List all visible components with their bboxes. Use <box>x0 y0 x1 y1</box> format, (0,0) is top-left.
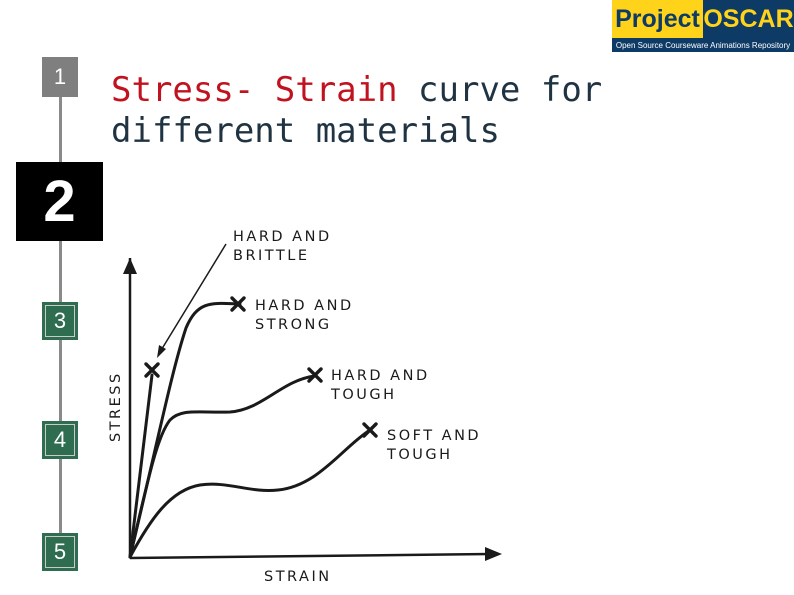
step-4-label: 4 <box>45 424 75 456</box>
curve-hard-tough <box>128 374 317 559</box>
step-1-label: 1 <box>53 64 67 89</box>
label-hard-tough-line2: TOUGH <box>330 387 397 403</box>
step-1-button[interactable]: 1 <box>42 57 78 97</box>
logo-word-oscar: OSCAR <box>703 0 794 38</box>
label-soft-tough-line2: TOUGH <box>386 447 453 463</box>
brittle-pointer-arrowhead <box>157 345 166 358</box>
step-2-button-active[interactable]: 2 <box>16 162 103 241</box>
project-oscar-logo[interactable]: Project OSCAR Open Source Courseware Ani… <box>612 0 794 52</box>
label-hard-brittle-line2: BRITTLE <box>233 248 310 264</box>
step-4-button[interactable]: 4 <box>42 421 78 459</box>
fracture-mark-hard-brittle <box>144 362 160 378</box>
y-axis-arrow <box>123 258 137 274</box>
brittle-pointer-line <box>159 243 227 353</box>
step-2-label: 2 <box>43 169 76 234</box>
step-3-button[interactable]: 3 <box>42 302 78 340</box>
curve-hard-brittle <box>128 373 154 559</box>
x-axis <box>129 552 491 560</box>
title-highlight: Stress- Strain <box>111 70 398 110</box>
label-hard-strong-line2: STRONG <box>255 317 332 333</box>
label-hard-strong-line1: HARD AND <box>255 298 354 314</box>
page-title: Stress- Strain curve for different mater… <box>111 70 751 152</box>
logo-tagline: Open Source Courseware Animations Reposi… <box>612 39 794 52</box>
y-axis-label: STRESS <box>108 371 124 442</box>
step-5-button[interactable]: 5 <box>42 533 78 571</box>
fracture-mark-hard-tough <box>307 367 323 383</box>
label-hard-tough-line1: HARD AND <box>331 368 430 384</box>
x-axis-label: STRAIN <box>264 569 332 585</box>
fracture-mark-hard-strong <box>230 296 246 312</box>
logo-word-project: Project <box>612 0 703 38</box>
fracture-mark-soft-tough <box>362 422 378 438</box>
label-soft-tough-line1: SOFT AND <box>387 428 481 444</box>
step-3-label: 3 <box>45 305 75 337</box>
x-axis-arrow <box>485 547 502 561</box>
label-hard-brittle-line1: HARD AND <box>233 229 332 245</box>
step-5-label: 5 <box>45 536 75 568</box>
title-rest: curve for different materials <box>111 70 603 151</box>
curve-soft-tough <box>128 428 372 559</box>
